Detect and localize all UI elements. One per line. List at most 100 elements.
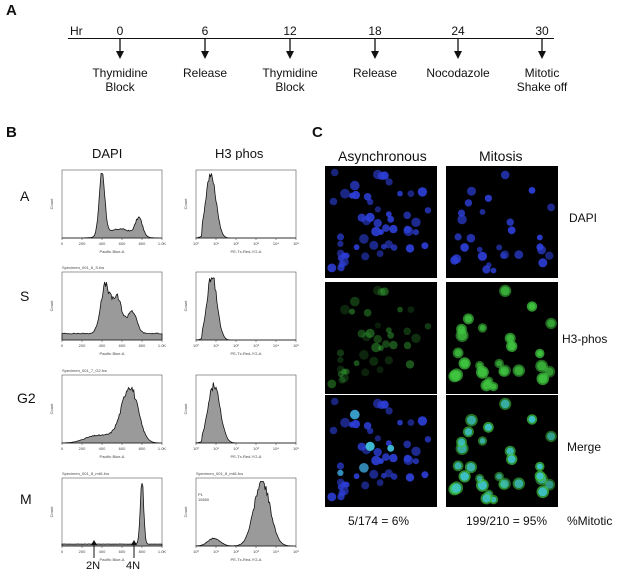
timeline-hour-18: 18 — [368, 24, 382, 38]
marker-2n-label: 2N — [86, 560, 101, 572]
svg-text:Count: Count — [183, 198, 188, 210]
h3phos-histogram-m: 10⁰ 10¹ 10² 10³ 10⁴ 10⁵ PE-Tx-Red-YG-A Count … — [182, 468, 300, 564]
svg-text:10⁰: 10⁰ — [193, 241, 199, 246]
timeline-hour-24: 24 — [451, 24, 465, 38]
svg-text:400: 400 — [99, 343, 106, 348]
row-label-s: S — [20, 288, 30, 304]
svg-text:1.0K: 1.0K — [158, 343, 166, 348]
svg-text:Pacific Blue-A: Pacific Blue-A — [100, 351, 125, 356]
dapi-column-header: DAPI — [92, 146, 123, 161]
svg-text:10⁰: 10⁰ — [193, 446, 199, 451]
micrograph-dapi-mitosis — [446, 166, 558, 278]
timeline-event-label: Release — [352, 66, 398, 80]
svg-text:600: 600 — [119, 549, 126, 554]
svg-text:PE-Tx-Red-YG-A: PE-Tx-Red-YG-A — [231, 249, 262, 254]
h3phos-histogram-plot: 10⁰ 10¹ 10² 10³ 10⁴ 10⁵ PE-Tx-Red-YG-A Count — [183, 374, 299, 459]
svg-text:200: 200 — [79, 549, 86, 554]
timeline-event-label: Thymidine Block — [262, 66, 318, 94]
svg-text:Count: Count — [49, 198, 54, 210]
svg-text:10²: 10² — [233, 446, 239, 451]
dapi-histogram-plot: 0 200 400 600 800 1.0K Pacific Blue-A Count S… — [49, 265, 166, 356]
percent-asynchronous: 5/174 = 6% — [348, 514, 410, 528]
svg-text:10¹: 10¹ — [213, 549, 219, 554]
svg-text:600: 600 — [119, 241, 126, 246]
svg-text:1.0K: 1.0K — [158, 549, 166, 554]
svg-text:0: 0 — [61, 549, 64, 554]
svg-text:10⁴: 10⁴ — [273, 241, 279, 246]
marker-2n-arrow — [88, 540, 100, 558]
svg-text:600: 600 — [119, 343, 126, 348]
svg-text:Count: Count — [183, 300, 188, 312]
panel-b-letter: B — [6, 124, 17, 141]
micrograph-h3phos-mitosis — [446, 282, 558, 394]
svg-text:Pacific Blue-A: Pacific Blue-A — [100, 249, 125, 254]
svg-text:10⁰: 10⁰ — [193, 549, 199, 554]
svg-text:10¹: 10¹ — [213, 343, 219, 348]
svg-text:Pacific Blue-A: Pacific Blue-A — [100, 557, 125, 562]
row-label-m: M — [20, 491, 32, 507]
timeline-arrow — [200, 39, 210, 64]
timeline-hour-6: 6 — [201, 24, 209, 38]
h3phos-column-header: H3 phos — [215, 146, 264, 161]
h3phos-histogram-s: 10⁰ 10¹ 10² 10³ 10⁴ 10⁵ PE-Tx-Red-YG-A Count — [182, 262, 300, 358]
svg-text:10⁵: 10⁵ — [293, 343, 299, 348]
row-label-h3phos: H3-phos — [562, 332, 608, 346]
svg-text:Count: Count — [183, 506, 188, 518]
h3phos-histogram-plot: 10⁰ 10¹ 10² 10³ 10⁴ 10⁵ PE-Tx-Red-YG-A Count — [183, 169, 299, 254]
svg-text:10¹: 10¹ — [213, 241, 219, 246]
svg-text:PE-Tx-Red-YG-A: PE-Tx-Red-YG-A — [231, 351, 262, 356]
micrograph-h3phos-async — [325, 282, 437, 394]
timeline-arrow — [370, 39, 380, 64]
h3phos-histogram-a: 10⁰ 10¹ 10² 10³ 10⁴ 10⁵ PE-Tx-Red-YG-A Count — [182, 160, 300, 256]
marker-4n-label: 4N — [126, 560, 141, 572]
svg-text:Count: Count — [183, 403, 188, 415]
micrograph-dapi-async — [325, 166, 437, 278]
svg-text:10³: 10³ — [253, 343, 259, 348]
timeline-event-label: Mitotic Shake off — [516, 66, 568, 94]
dapi-histogram-plot: 0 200 400 600 800 1.0K Pacific Blue-A Count — [49, 169, 166, 254]
svg-text:10⁴: 10⁴ — [273, 343, 279, 348]
svg-text:Specimen_001_6_S.fcs: Specimen_001_6_S.fcs — [62, 265, 104, 270]
svg-text:Specimen_001_8_mit1.fcs: Specimen_001_8_mit1.fcs — [196, 471, 243, 476]
timeline-arrow — [285, 39, 295, 64]
percent-mitosis: 199/210 = 95% — [466, 514, 548, 528]
row-label-dapi: DAPI — [569, 211, 598, 225]
svg-text:PE-Tx-Red-YG-A: PE-Tx-Red-YG-A — [231, 557, 262, 562]
svg-text:0: 0 — [61, 446, 64, 451]
svg-text:10³: 10³ — [253, 549, 259, 554]
svg-text:15650: 15650 — [198, 497, 210, 502]
svg-text:10²: 10² — [233, 241, 239, 246]
svg-text:800: 800 — [139, 549, 146, 554]
svg-text:400: 400 — [99, 549, 106, 554]
svg-text:10²: 10² — [233, 343, 239, 348]
timeline-arrow — [115, 39, 125, 64]
dapi-histogram-m: 0 200 400 600 800 1.0K Pacific Blue-A Count S… — [48, 468, 166, 564]
col-header-asynchronous: Asynchronous — [338, 148, 427, 164]
col-header-mitosis: Mitosis — [479, 148, 523, 164]
svg-text:10⁴: 10⁴ — [273, 446, 279, 451]
svg-text:10³: 10³ — [253, 446, 259, 451]
svg-text:10¹: 10¹ — [213, 446, 219, 451]
svg-text:800: 800 — [139, 241, 146, 246]
dapi-histogram-s: 0 200 400 600 800 1.0K Pacific Blue-A Count S… — [48, 262, 166, 358]
svg-text:Pacific Blue-A: Pacific Blue-A — [100, 454, 125, 459]
svg-text:Specimen_001_7_G2.fcs: Specimen_001_7_G2.fcs — [62, 368, 107, 373]
svg-text:10⁴: 10⁴ — [273, 549, 279, 554]
micrograph-merge-async — [325, 395, 437, 507]
svg-text:800: 800 — [139, 446, 146, 451]
svg-text:200: 200 — [79, 446, 86, 451]
panel-c-letter: C — [312, 124, 323, 141]
svg-text:600: 600 — [119, 446, 126, 451]
row-label-a: A — [20, 188, 30, 204]
dapi-histogram-a: 0 200 400 600 800 1.0K Pacific Blue-A Count — [48, 160, 166, 256]
timeline-event-label: Thymidine Block — [92, 66, 148, 94]
svg-text:200: 200 — [79, 343, 86, 348]
h3phos-histogram-plot: 10⁰ 10¹ 10² 10³ 10⁴ 10⁵ PE-Tx-Red-YG-A Count — [183, 271, 299, 356]
percent-mitotic-label: %Mitotic — [567, 514, 613, 528]
h3phos-histogram-plot: 10⁰ 10¹ 10² 10³ 10⁴ 10⁵ PE-Tx-Red-YG-A Count … — [183, 471, 299, 562]
svg-text:800: 800 — [139, 343, 146, 348]
timeline-hour-0: 0 — [116, 24, 124, 38]
row-label-g2: G2 — [17, 390, 36, 406]
row-label-merge: Merge — [567, 440, 602, 454]
dapi-histogram-plot: 0 200 400 600 800 1.0K Pacific Blue-A Count S… — [49, 368, 166, 459]
